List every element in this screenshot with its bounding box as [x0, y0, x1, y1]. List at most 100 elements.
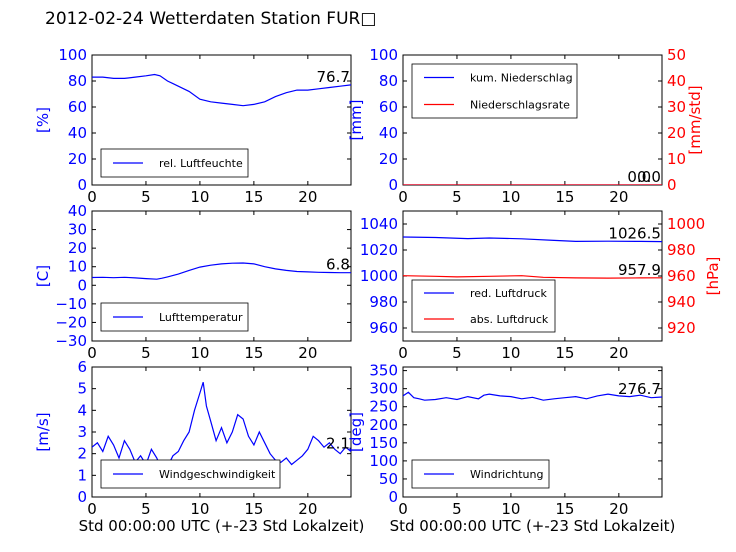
y-tick-label: 1040: [360, 215, 398, 233]
y-axis-label: [%]: [34, 107, 52, 133]
panel-pressure: 0 5 10 15 20 960 980 1000 1020 1040 920 940 960 980 10…: [360, 210, 722, 362]
x-tick-label: 15: [244, 500, 263, 518]
y-tick-label: 0: [77, 176, 87, 194]
y-axis-label: [m/s]: [34, 412, 52, 451]
y-tick-label: 960: [369, 319, 398, 337]
y-tick-label-right: 20: [667, 124, 686, 142]
legend-label: kum. Niederschlag: [470, 72, 573, 85]
y-tick-label: 6: [77, 358, 87, 376]
x-tick-label: 5: [141, 344, 151, 362]
x-tick-label: 10: [501, 500, 520, 518]
y-tick-label: 0: [388, 176, 398, 194]
x-tick-label: 5: [141, 188, 151, 206]
y-tick-label: 100: [369, 46, 398, 64]
x-tick-label: 15: [555, 344, 574, 362]
last-value-label: 0.0: [637, 168, 661, 186]
legend-label: rel. Luftfeuchte: [159, 157, 243, 170]
x-tick-label: 20: [609, 500, 628, 518]
panel-winddirection: 0 5 10 15 20050100150200250300350[deg]276.7W…: [347, 362, 663, 518]
y-tick-label-right: 50: [667, 46, 686, 64]
y-tick-label: 250: [369, 398, 398, 416]
series-line-pressure-1: [403, 275, 662, 279]
y-tick-label: 3: [77, 423, 87, 441]
x-tick-label: 0: [398, 188, 408, 206]
series-line-humidity-0: [92, 73, 351, 107]
y-tick-label: 150: [369, 434, 398, 452]
series-line-winddirection-0: [403, 391, 662, 401]
x-tick-label: 0: [398, 344, 408, 362]
y-tick-label-right: 960: [667, 267, 696, 285]
y-axis-label: [deg]: [347, 412, 365, 452]
y-tick-label: 1020: [360, 241, 398, 259]
y-tick-label: 0: [77, 488, 87, 506]
legend-label: abs. Luftdruck: [470, 313, 549, 326]
y-tick-label: 4: [77, 401, 87, 419]
panel-temperature: 0 5 10 15 20−30−20−10010203040[C]6.8Lufttemp…: [34, 202, 352, 362]
y-tick-label: 0: [388, 488, 398, 506]
x-tick-label: 15: [244, 188, 263, 206]
y-tick-label-right: 1000: [667, 215, 705, 233]
y-tick-label-right: 40: [667, 72, 686, 90]
y-tick-label: 80: [68, 72, 87, 90]
x-tick-label: 10: [190, 500, 209, 518]
x-tick-label: 10: [501, 344, 520, 362]
y-tick-label: −10: [55, 295, 87, 313]
y-tick-label-right: 920: [667, 319, 696, 337]
y-tick-label: 40: [379, 124, 398, 142]
y-tick-label: 1: [77, 466, 87, 484]
last-value-label: 6.8: [326, 256, 350, 274]
x-tick-label: 15: [555, 500, 574, 518]
y-tick-label: −20: [55, 313, 87, 331]
series-line-pressure-0: [403, 236, 662, 243]
x-tick-label: 5: [452, 188, 462, 206]
x-tick-label: 0: [87, 188, 97, 206]
panel-precipitation: 0 5 10 15 20 0 20 40 60 80 100 0 10 20 30 40 50 [mm] [mm/s…: [347, 46, 704, 206]
y-axis-label: [C]: [34, 265, 52, 287]
y-tick-label: 20: [68, 239, 87, 257]
x-axis-label: Std 00:00:00 UTC (+-23 Std Lokalzeit): [390, 517, 676, 535]
x-tick-label: 0: [398, 500, 408, 518]
x-tick-label: 5: [452, 500, 462, 518]
last-value-label: 2.1: [326, 435, 350, 453]
plot-frame: [91, 210, 352, 342]
y-tick-label-right: 10: [667, 150, 686, 168]
y-tick-label: 20: [68, 150, 87, 168]
legend-box: [411, 63, 578, 119]
y-tick-label: 300: [369, 380, 398, 398]
x-tick-label: 20: [298, 344, 317, 362]
x-tick-label: 20: [609, 344, 628, 362]
last-value-label: 1026.5: [608, 225, 661, 243]
last-value-label: 76.7: [317, 68, 350, 86]
x-axis-label: Std 00:00:00 UTC (+-23 Std Lokalzeit): [79, 517, 365, 535]
panel-humidity: 0 5 10 15 20 0 20 40 60 80 100 [%] 76.7 rel. Luftfeuc…: [34, 46, 352, 206]
x-tick-label: 0: [87, 500, 97, 518]
x-tick-label: 20: [298, 188, 317, 206]
y-tick-label: 200: [369, 416, 398, 434]
y-axis-label: [mm]: [347, 100, 365, 141]
y-tick-label-right: 940: [667, 293, 696, 311]
y-tick-label: 50: [379, 470, 398, 488]
legend-label: red. Luftdruck: [470, 287, 547, 300]
series-line-windspeed-0: [92, 382, 351, 472]
last-value-label: 957.9: [618, 261, 661, 279]
y-tick-label: 980: [369, 293, 398, 311]
x-tick-label: 20: [609, 188, 628, 206]
x-tick-label: 5: [141, 500, 151, 518]
y-tick-label: 5: [77, 380, 87, 398]
y-tick-label: 40: [68, 202, 87, 220]
x-tick-label: 0: [87, 344, 97, 362]
last-value-label: 0.0: [627, 168, 651, 186]
y-axis-label-right: [mm/std]: [686, 85, 704, 154]
legend-box: [411, 279, 556, 333]
y-tick-label: 60: [68, 98, 87, 116]
y-tick-label-right: 30: [667, 98, 686, 116]
x-tick-label: 15: [244, 344, 263, 362]
x-tick-label: 15: [555, 188, 574, 206]
y-tick-label: 60: [379, 98, 398, 116]
y-tick-label: 10: [68, 258, 87, 276]
y-tick-label-right: 980: [667, 241, 696, 259]
last-value-label: 276.7: [618, 380, 661, 398]
y-tick-label: −30: [55, 332, 87, 350]
x-tick-label: 20: [298, 500, 317, 518]
